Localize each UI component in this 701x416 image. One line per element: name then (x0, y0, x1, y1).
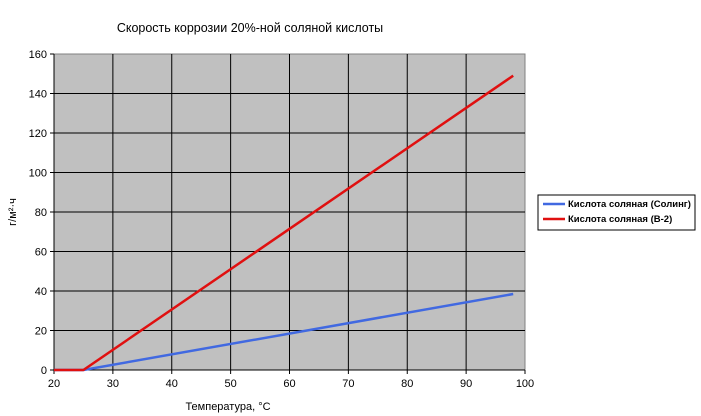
x-tick-label: 70 (342, 378, 354, 390)
y-tick-label: 160 (29, 49, 47, 61)
y-tick-label: 60 (35, 247, 47, 259)
y-tick-label: 0 (41, 365, 47, 377)
x-tick-label: 100 (516, 378, 534, 390)
chart-title: Скорость коррозии 20%-ной соляной кислот… (117, 21, 383, 35)
series-line-2 (54, 74, 514, 372)
y-tick-label: 40 (35, 286, 47, 298)
y-axis-label: г/м²·ч (7, 198, 19, 226)
legend-box (537, 194, 696, 231)
y-tick-label: 80 (35, 207, 47, 219)
x-axis-ticks: 20 30 40 50 60 70 80 90 100 (48, 370, 534, 390)
legend-label-series-1: Кислота соляная (Солинг) (568, 199, 691, 210)
y-axis-ticks: 0 20 40 60 80 100 120 140 160 (29, 49, 54, 377)
y-tick-label: 140 (29, 89, 47, 101)
x-tick-label: 80 (401, 378, 413, 390)
series-lines (54, 74, 514, 372)
y-tick-label: 20 (35, 326, 47, 338)
y-tick-label: 120 (29, 128, 47, 140)
x-tick-label: 90 (460, 378, 472, 390)
x-tick-label: 40 (166, 378, 178, 390)
y-tick-label: 100 (29, 168, 47, 180)
legend-label-series-2: Кислота соляная (В-2) (568, 214, 672, 225)
legend: Кислота соляная (Солинг) Кислота соляная… (537, 194, 696, 231)
x-tick-label: 50 (225, 378, 237, 390)
x-tick-label: 20 (48, 378, 60, 390)
x-axis-label: Температура, °С (185, 401, 270, 413)
x-tick-label: 30 (107, 378, 119, 390)
x-tick-label: 60 (283, 378, 295, 390)
